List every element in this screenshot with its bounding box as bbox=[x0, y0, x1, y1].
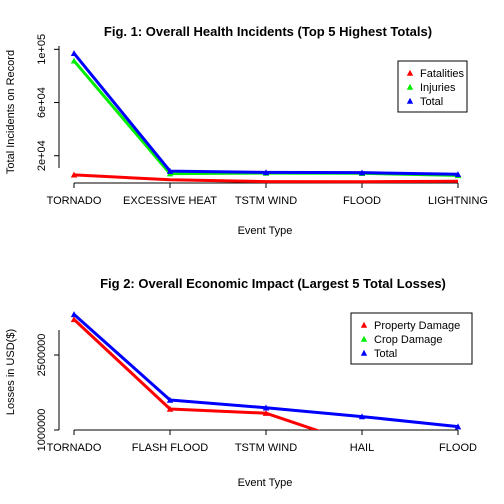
data-point bbox=[70, 57, 78, 64]
chart-2-x-ticks: TORNADO FLASH FLOOD TSTM WIND HAIL FLOOD bbox=[47, 430, 477, 454]
data-point bbox=[70, 50, 78, 57]
chart-2-y-axis-label: Losses in USD($) bbox=[5, 329, 17, 415]
chart-2-x-axis-label: Event Type bbox=[238, 477, 293, 489]
data-point bbox=[358, 169, 366, 176]
data-point bbox=[70, 171, 78, 178]
x-tick-label: TSTM WIND bbox=[235, 442, 297, 454]
data-point bbox=[166, 405, 174, 412]
x-tick-label: FLOOD bbox=[343, 195, 381, 207]
data-point bbox=[262, 404, 270, 411]
y-tick-label: 2500000 bbox=[36, 334, 48, 377]
legend-marker bbox=[360, 321, 368, 328]
chart-2-legend-box bbox=[350, 312, 473, 365]
data-point bbox=[358, 413, 366, 420]
chart-1-title: Fig. 1: Overall Health Incidents (Top 5 … bbox=[104, 24, 432, 39]
y-tick-label: 1000000 bbox=[36, 409, 48, 452]
chart-1-x-ticks: TORNADO EXCESSIVE HEAT TSTM WIND FLOOD LIGHT… bbox=[47, 183, 488, 207]
data-point bbox=[454, 171, 462, 177]
y-tick-label: 1e+05 bbox=[36, 34, 48, 65]
x-tick-label: TORNADO bbox=[47, 195, 102, 207]
data-point bbox=[262, 410, 270, 416]
data-point bbox=[166, 396, 174, 403]
legend-marker bbox=[360, 349, 368, 356]
data-point bbox=[166, 167, 174, 174]
data-point bbox=[70, 316, 78, 323]
legend-marker bbox=[406, 83, 414, 90]
legend-marker bbox=[406, 97, 414, 104]
data-point bbox=[262, 169, 270, 176]
x-tick-label: LIGHTNING bbox=[428, 195, 488, 207]
x-tick-label: FLOOD bbox=[439, 442, 477, 454]
data-point bbox=[454, 423, 462, 430]
series-line-fatalities bbox=[73, 173, 459, 184]
chart-2-title: Fig 2: Overall Economic Impact (Largest … bbox=[100, 276, 446, 291]
x-tick-label: HAIL bbox=[350, 442, 374, 454]
legend-label: Injuries bbox=[420, 82, 456, 94]
chart-1-series bbox=[70, 50, 462, 184]
y-tick-label: 2e+04 bbox=[36, 140, 48, 171]
chart-2-points bbox=[70, 311, 462, 430]
chart-1-y-axis-label: Total Incidents on Record bbox=[5, 50, 17, 174]
x-tick-label: TSTM WIND bbox=[235, 195, 297, 207]
legend-label: Crop Damage bbox=[374, 334, 442, 346]
x-tick-label: FLASH FLOOD bbox=[132, 442, 208, 454]
chart-2-y-ticks: 1000000 2500000 bbox=[36, 334, 59, 452]
chart-1: Fig. 1: Overall Health Incidents (Top 5 … bbox=[5, 24, 488, 237]
series-line-crop-damage bbox=[74, 451, 458, 475]
legend-label: Total bbox=[374, 348, 397, 360]
legend-label: Total bbox=[420, 96, 443, 108]
chart-1-y-ticks: 2e+04 6e+04 1e+05 bbox=[36, 34, 59, 171]
x-tick-label: TORNADO bbox=[47, 442, 102, 454]
chart-2-legend: Property Damage Crop Damage Total bbox=[350, 312, 473, 365]
chart-1-legend: Fatalities Injuries Total bbox=[397, 60, 468, 113]
legend-label: Property Damage bbox=[374, 320, 460, 332]
chart-1-x-axis-label: Event Type bbox=[238, 225, 293, 237]
chart-2: Fig 2: Overall Economic Impact (Largest … bbox=[5, 276, 477, 489]
legend-marker bbox=[406, 69, 414, 76]
legend-marker bbox=[360, 335, 368, 342]
y-tick-label: 6e+04 bbox=[36, 87, 48, 118]
x-tick-label: EXCESSIVE HEAT bbox=[123, 195, 217, 207]
data-point bbox=[70, 311, 78, 318]
legend-label: Fatalities bbox=[420, 68, 465, 80]
